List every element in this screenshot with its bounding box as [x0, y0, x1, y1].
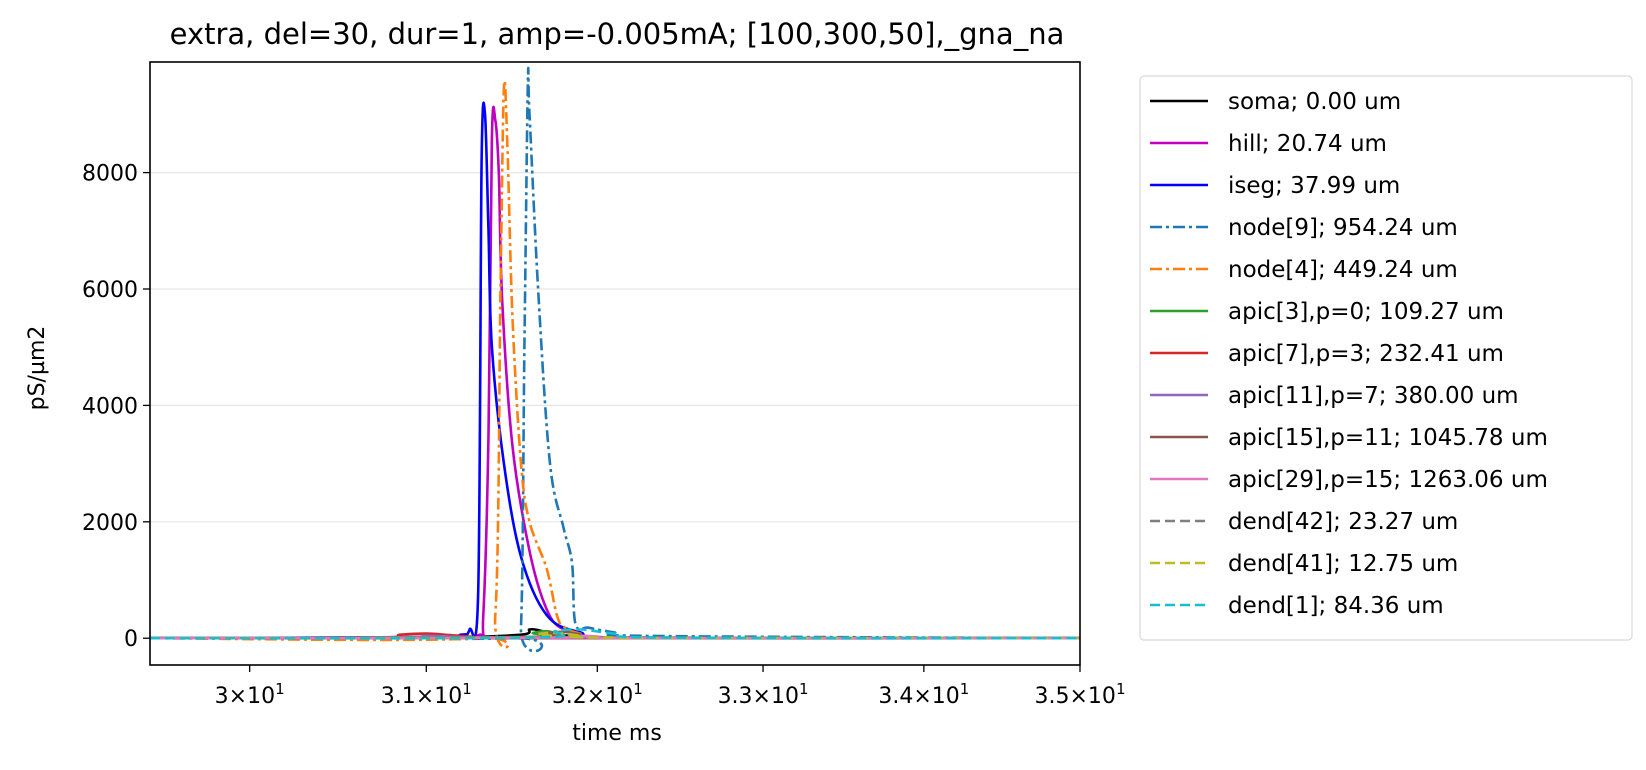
legend-label: node[4]; 449.24 um [1228, 257, 1458, 283]
x-tick-label: 3.2×101 [552, 680, 643, 709]
x-tick-label: 3×101 [215, 680, 285, 709]
x-tick-label: 3.1×101 [381, 680, 472, 709]
legend-frame [1139, 75, 1633, 641]
legend-label: dend[1]; 84.36 um [1228, 593, 1444, 619]
legend-label: apic[11],p=7; 380.00 um [1228, 383, 1519, 409]
series-line [150, 628, 1080, 640]
plot-lines [150, 67, 1080, 653]
axes: 0 2000 4000 6000 8000 3×101 3.1×101 3.2×101 3.3×… [82, 61, 1126, 709]
legend-label: dend[42]; 23.27 um [1228, 509, 1458, 535]
legend-label: apic[29],p=15; 1263.06 um [1228, 467, 1548, 493]
legend-label: apic[15],p=11; 1045.78 um [1228, 425, 1548, 451]
legend: soma; 0.00 um hill; 20.74 um iseg; 37.99 u… [1139, 75, 1633, 641]
chart-title: extra, del=30, dur=1, amp=-0.005mA; [100… [170, 17, 1065, 51]
x-tick-label: 3.4×101 [878, 680, 969, 709]
legend-label: hill; 20.74 um [1228, 131, 1387, 157]
legend-label: apic[3],p=0; 109.27 um [1228, 299, 1504, 325]
legend-label: dend[41]; 12.75 um [1228, 551, 1458, 577]
legend-label: apic[7],p=3; 232.41 um [1228, 341, 1504, 367]
series-line [150, 101, 1080, 640]
series-line [150, 105, 1080, 640]
y-tick-label: 8000 [82, 162, 138, 187]
legend-label: iseg; 37.99 um [1228, 173, 1400, 199]
plot-frame [149, 61, 1081, 666]
y-axis-label: pS/µm2 [25, 326, 50, 411]
y-tick-label: 0 [124, 627, 138, 652]
series-line [150, 67, 1080, 653]
x-tick-label: 3.5×101 [1035, 680, 1126, 709]
y-tick-label: 2000 [82, 511, 138, 536]
series-line [150, 79, 1080, 649]
y-tick-label: 6000 [82, 278, 138, 303]
y-grid [150, 171, 1080, 639]
legend-label: soma; 0.00 um [1228, 89, 1401, 115]
x-axis-label: time ms [572, 721, 662, 746]
x-tick-label: 3.3×101 [718, 680, 809, 709]
y-tick-label: 4000 [82, 394, 138, 419]
legend-label: node[9]; 954.24 um [1228, 215, 1458, 241]
